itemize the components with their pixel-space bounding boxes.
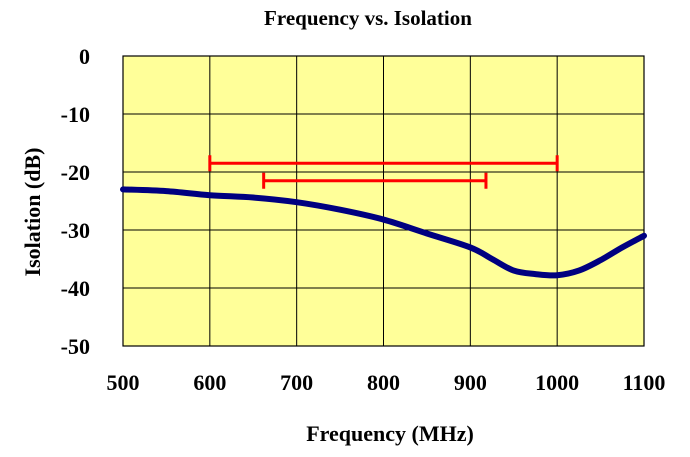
chart-title: Frequency vs. Isolation: [264, 6, 472, 30]
x-tick-label: 1000: [535, 370, 579, 395]
x-tick-label: 700: [280, 370, 313, 395]
x-tick-label: 1100: [623, 370, 666, 395]
y-axis-label: Isolation (dB): [20, 148, 45, 277]
plot-frame: [122, 55, 645, 347]
y-tick-label: -30: [61, 218, 90, 243]
y-tick-label: -50: [61, 334, 90, 359]
y-tick-label: -10: [61, 102, 90, 127]
y-tick-label: 0: [79, 44, 90, 69]
x-tick-label: 900: [454, 370, 487, 395]
y-tick-label: -20: [61, 160, 90, 185]
plot-area: 500 600 700 800 900 1000 1100 0 -10 -20 -30 -40 -50: [61, 44, 666, 395]
y-tick-label: -40: [61, 276, 90, 301]
x-tick-label: 800: [367, 370, 400, 395]
spec-bracket: [208, 155, 559, 172]
isolation-series-line: [120, 186, 647, 279]
x-tick-label: 500: [107, 370, 140, 395]
x-axis-label: Frequency (MHz): [306, 421, 474, 446]
x-tick-label: 600: [193, 370, 226, 395]
spec-bracket: [262, 172, 488, 189]
